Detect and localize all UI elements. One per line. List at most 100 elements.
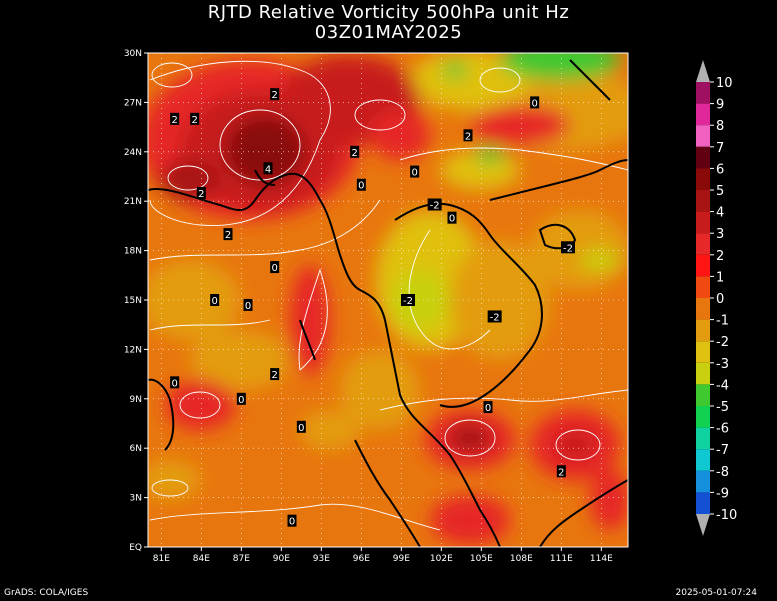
colorbar-swatch — [696, 276, 710, 298]
contour-label: -2 — [403, 296, 413, 307]
contour-label: 2 — [225, 230, 231, 241]
lat-tick-label: 3N — [130, 494, 142, 504]
contour-label-box — [447, 211, 457, 224]
lat-tick-label: 27N — [124, 98, 142, 108]
contour-lines — [149, 60, 628, 531]
contour-label-box — [190, 112, 200, 125]
colorbar-label: 9 — [716, 98, 724, 113]
contour-label: -2 — [490, 312, 500, 323]
contour-label-box — [410, 165, 420, 178]
contour-label: 0 — [211, 296, 217, 307]
colorbar-swatch — [696, 406, 710, 428]
contour-label-box — [236, 392, 246, 405]
colorbar-swatch — [696, 125, 710, 147]
lon-tick-label: 111E — [550, 554, 573, 564]
vorticity-field — [148, 53, 628, 547]
contour-label-box — [483, 401, 493, 414]
contour-label: 0 — [289, 517, 295, 528]
colorbar-swatch — [696, 341, 710, 363]
contour-label: -2 — [430, 200, 440, 211]
colorbar-bottom-arrow — [696, 514, 710, 536]
colorbar-swatch — [696, 449, 710, 471]
contour-label-box — [427, 198, 442, 211]
lon-tick-label: 99E — [393, 554, 410, 564]
lat-tick-label: 30N — [124, 49, 142, 59]
colorbar-top-arrow — [696, 60, 710, 82]
contour-label-box — [401, 294, 415, 306]
colorbar-label: -6 — [716, 422, 729, 437]
contour-label-box — [556, 465, 566, 478]
contour-label: 2 — [271, 90, 277, 101]
lat-tick-label: 18N — [124, 247, 142, 257]
contour-label: 0 — [411, 168, 417, 179]
colorbar-label: 0 — [716, 292, 724, 307]
lon-tick-label: 84E — [193, 554, 210, 564]
contour-label: 0 — [358, 181, 364, 192]
colorbar-swatch — [696, 146, 710, 169]
coastlines — [148, 59, 628, 547]
colorbar-label: 4 — [716, 206, 724, 221]
contour-label-box — [263, 162, 273, 175]
contour-label-box — [243, 298, 253, 311]
contour-label-box — [356, 178, 366, 191]
contour-label-box — [350, 145, 360, 158]
contour-label: 2 — [465, 131, 471, 142]
colorbar-label: 5 — [716, 184, 724, 199]
lat-tick-label: 21N — [124, 197, 142, 207]
footer-timestamp: 2025-05-01-07:24 — [675, 588, 758, 598]
contour-label: 0 — [449, 214, 455, 225]
map-subtitle-time: 03Z01MAY2025 — [314, 22, 463, 43]
colorbar-swatch — [696, 319, 710, 342]
colorbar-swatch — [696, 103, 710, 126]
colorbar-swatch — [696, 190, 710, 212]
contour-label: 0 — [531, 98, 537, 109]
lon-tick-label: 102E — [430, 554, 453, 564]
contour-label: 0 — [298, 423, 304, 434]
lat-tick-label: 24N — [124, 148, 142, 158]
colorbar-swatch — [696, 384, 710, 406]
colorbar-swatch — [696, 168, 710, 190]
lon-tick-label: 114E — [590, 554, 613, 564]
contour-label-box — [170, 376, 180, 389]
graticule — [148, 53, 628, 547]
colorbar-swatch — [696, 211, 710, 234]
contour-label-box — [561, 241, 575, 254]
contour-label-box — [487, 310, 502, 323]
map-title: RJTD Relative Vorticity 500hPa unit Hz — [207, 2, 570, 23]
colorbar-label: 1 — [716, 270, 724, 285]
colorbar-swatch — [696, 427, 710, 450]
contour-label: 2 — [558, 467, 564, 478]
colorbar-label: 3 — [716, 227, 724, 242]
colorbar-label: -3 — [716, 357, 729, 372]
contour-label-box — [530, 96, 540, 109]
colorbar-label: -2 — [716, 335, 729, 350]
lon-tick-label: 81E — [153, 554, 170, 564]
colorbar-swatch — [696, 298, 710, 320]
contour-label: 2 — [191, 115, 197, 126]
contour-label-box — [223, 228, 233, 241]
contour-labels: 2 2 2 4 2 2 2 0 0 2 0 -2 0 -2 0 0 0 -2 -2 2 0 0 0 0 2 0 — [170, 88, 575, 528]
colorbar-label: 7 — [716, 141, 724, 156]
lon-tick-label: 105E — [470, 554, 493, 564]
contour-label: 2 — [351, 148, 357, 159]
contour-label: 0 — [271, 263, 277, 274]
contour-label: 0 — [245, 301, 251, 312]
colorbar-label: -9 — [716, 486, 729, 501]
colorbar-label: -5 — [716, 400, 729, 415]
colorbar-label: 6 — [716, 162, 724, 177]
contour-label-box — [287, 514, 297, 527]
colorbar-swatch — [696, 470, 710, 493]
colorbar-label: -10 — [716, 508, 737, 523]
lon-tick-label: 90E — [273, 554, 290, 564]
lat-tick-label: EQ — [129, 543, 142, 553]
lat-tick-label: 9N — [130, 395, 142, 405]
colorbar-label: -4 — [716, 378, 729, 393]
colorbar-swatch — [696, 254, 710, 277]
colorbar-swatch — [696, 362, 710, 385]
contour-label: 0 — [485, 403, 491, 414]
colorbar-label: 10 — [716, 76, 733, 91]
lon-tick-label: 108E — [510, 554, 533, 564]
contour-label-box — [270, 261, 280, 274]
contour-label: 0 — [171, 378, 177, 389]
lon-tick-label: 93E — [313, 554, 330, 564]
